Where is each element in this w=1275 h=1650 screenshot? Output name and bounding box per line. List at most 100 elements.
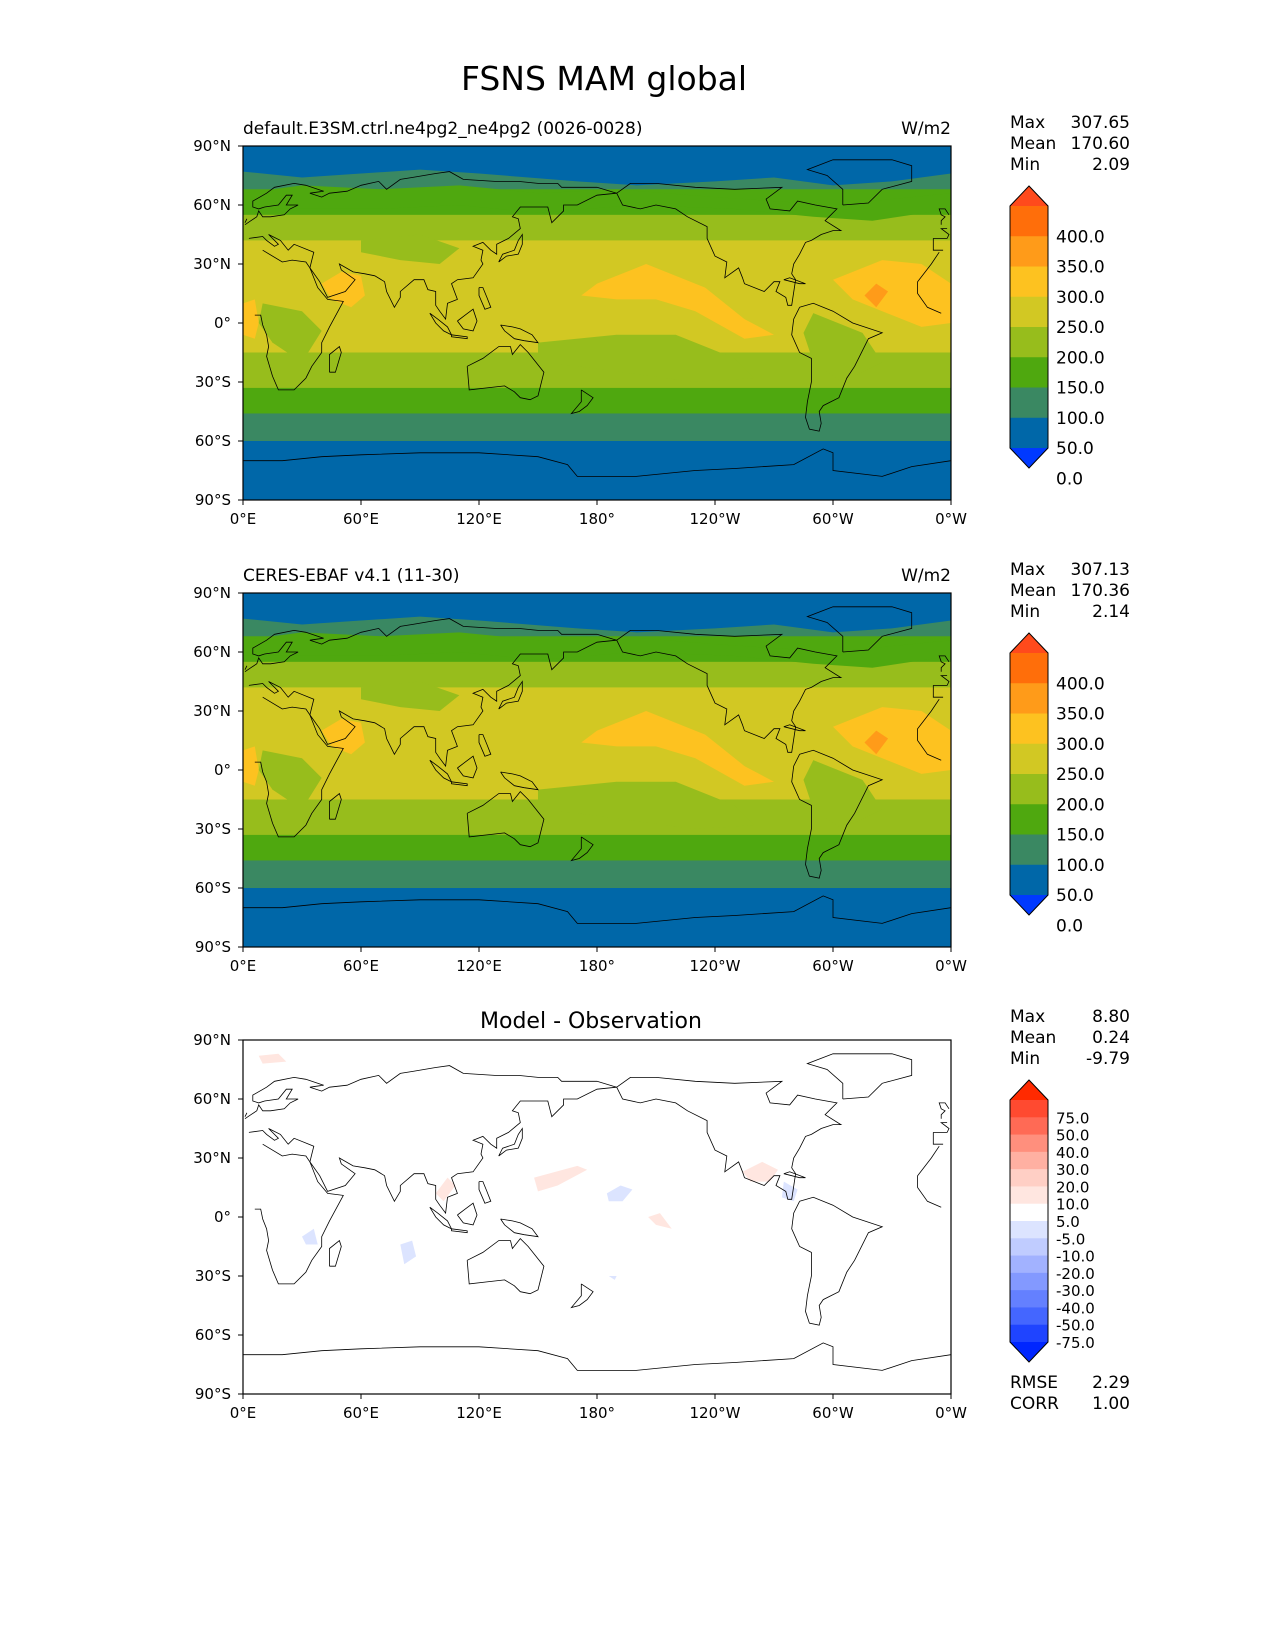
colorbar-swatch (1010, 266, 1048, 298)
footer-stat-value: 2.29 (1092, 1373, 1130, 1393)
colorbar-label: 400.0 (1056, 674, 1105, 694)
colorbar: 75.050.040.030.020.010.05.0-5.0-10.0-20.… (1009, 1079, 1095, 1363)
field-fill (243, 1040, 951, 1394)
colorbar-label: 10.0 (1056, 1196, 1089, 1214)
stat-label: Mean (1010, 581, 1056, 601)
lon-tick-label: 60°E (343, 1404, 379, 1422)
colorbar-swatch (1010, 236, 1048, 267)
colorbar-label: 300.0 (1056, 735, 1105, 755)
colorbar-group: 400.0 350.0 300.0 250.0 200.0 150.0 100.0 50.0 0… (1009, 185, 1105, 489)
stat-label: Max (1010, 1007, 1045, 1027)
stat-value: 170.60 (1071, 134, 1130, 154)
panel-left-title: default.E3SM.ctrl.ne4pg2_ne4pg2 (0026-00… (243, 119, 643, 139)
stat-label: Min (1010, 155, 1040, 175)
panel-ref: 90°N 60°N 30°N 0° 30°S 60°S 90°S0°E 60°E 120°E 18… (193, 560, 1130, 975)
colorbar-swatch (1010, 387, 1048, 419)
colorbar-swatch (1010, 296, 1048, 328)
map-axes: 90°N 60°N 30°N 0° 30°S 60°S 90°S0°E 60°E 120°E 18… (193, 1009, 967, 1422)
colorbar-label: 50.0 (1056, 1127, 1089, 1145)
stat-value: 0.24 (1092, 1028, 1130, 1048)
panel-center-title: Model - Observation (480, 1009, 702, 1034)
footer-stat-label: CORR (1010, 1394, 1059, 1414)
stats-block: Max 307.65 Mean 170.60 Min 2.09 (1010, 113, 1130, 175)
colorbar-label: 250.0 (1056, 765, 1105, 785)
field-fill (243, 146, 951, 500)
colorbar-label: 250.0 (1056, 318, 1105, 338)
panel-units: W/m2 (901, 119, 951, 139)
stat-label: Max (1010, 113, 1045, 133)
colorbar-label: 40.0 (1056, 1144, 1089, 1162)
stat-label: Mean (1010, 1028, 1056, 1048)
lon-tick-label: 180° (579, 1404, 615, 1422)
stats-block: Max 307.13 Mean 170.36 Min 2.14 (1010, 560, 1130, 622)
lat-tick-label: 30°S (195, 373, 231, 391)
lon-tick-label: 60°W (812, 1404, 854, 1422)
lon-tick-label: 120°W (690, 1404, 741, 1422)
lon-tick-label: 0°E (230, 1404, 257, 1422)
lat-tick-label: 60°S (195, 432, 231, 450)
lat-tick-label: 30°N (193, 702, 231, 720)
colorbar-label: 0.0 (1056, 469, 1083, 489)
colorbar-label: 20.0 (1056, 1178, 1089, 1196)
colorbar-swatch (1010, 713, 1048, 745)
stat-label: Mean (1010, 134, 1056, 154)
colorbar: 400.0 350.0 300.0 250.0 200.0 150.0 100.0 50.0 0… (1009, 185, 1105, 489)
lon-tick-label: 0°E (230, 957, 257, 975)
coastlines (243, 606, 951, 924)
colorbar-swatch (1010, 357, 1048, 388)
colorbar-label: 0.0 (1056, 916, 1083, 936)
colorbar-label: -5.0 (1056, 1230, 1085, 1248)
colorbar-label: -20.0 (1056, 1265, 1095, 1283)
lon-tick-label: 120°W (690, 510, 741, 528)
colorbar-swatch (1010, 1169, 1048, 1187)
lon-tick-label: 120°W (690, 957, 741, 975)
lon-tick-label: 180° (579, 510, 615, 528)
colorbar-label: 50.0 (1056, 439, 1094, 459)
colorbar-swatch (1010, 804, 1048, 835)
colorbar-swatch (1010, 1100, 1048, 1118)
colorbar-swatch (1010, 206, 1048, 237)
lon-tick-label: 60°E (343, 510, 379, 528)
lat-tick-label: 90°S (195, 491, 231, 509)
colorbar-swatch (1010, 1203, 1048, 1222)
colorbar-swatch (1010, 1186, 1048, 1205)
panel-diff: 90°N 60°N 30°N 0° 30°S 60°S 90°S0°E 60°E 120°E 18… (193, 1007, 1130, 1422)
lon-tick-label: 0°W (935, 510, 967, 528)
lat-tick-label: 60°S (195, 879, 231, 897)
colorbar-swatch (1010, 743, 1048, 775)
lat-tick-label: 30°S (195, 820, 231, 838)
lat-tick-label: 90°S (195, 1385, 231, 1403)
field-fill (243, 593, 951, 947)
colorbar-label: 100.0 (1056, 409, 1105, 429)
lon-tick-label: 0°E (230, 510, 257, 528)
colorbar-label: 50.0 (1056, 886, 1094, 906)
colorbar-group: 75.050.040.030.020.010.05.0-5.0-10.0-20.… (1009, 1079, 1095, 1363)
stats-block: Max 8.80 Mean 0.24 Min -9.79 (1010, 1007, 1130, 1069)
lat-tick-label: 60°N (193, 196, 231, 214)
panel-test: 90°N 60°N 30°N 0° 30°S 60°S 90°S0°E 60°E 120°E 18… (193, 113, 1130, 528)
figure-title: FSNS MAM global (461, 59, 747, 98)
coastlines (243, 1053, 951, 1371)
lat-tick-label: 0° (214, 761, 231, 779)
colorbar-label: 200.0 (1056, 795, 1105, 815)
lat-tick-label: 0° (214, 314, 231, 332)
stat-label: Max (1010, 560, 1045, 580)
stat-value: 307.65 (1071, 113, 1130, 133)
stat-label: Min (1010, 602, 1040, 622)
colorbar-swatch (1010, 834, 1048, 866)
footer-stat-label: RMSE (1010, 1373, 1058, 1393)
colorbar-swatch (1010, 1221, 1048, 1239)
panels: 90°N60°N30°N0°30°S60°S90°S0°E 60°E 120°E 18… (193, 113, 1130, 1422)
lon-tick-label: 120°E (456, 1404, 502, 1422)
colorbar-label: 300.0 (1056, 288, 1105, 308)
panel-left-title: CERES-EBAF v4.1 (11-30) (243, 566, 459, 586)
footer-stat-value: 1.00 (1092, 1394, 1130, 1414)
lat-tick-label: 90°S (195, 938, 231, 956)
colorbar-swatch (1010, 1272, 1048, 1291)
stat-value: 170.36 (1071, 581, 1130, 601)
lat-tick-label: 90°N (193, 584, 231, 602)
lat-tick-label: 30°N (193, 255, 231, 273)
colorbar-swatch (1010, 1134, 1048, 1153)
lat-tick-label: 60°S (195, 1326, 231, 1344)
colorbar-label: 200.0 (1056, 348, 1105, 368)
